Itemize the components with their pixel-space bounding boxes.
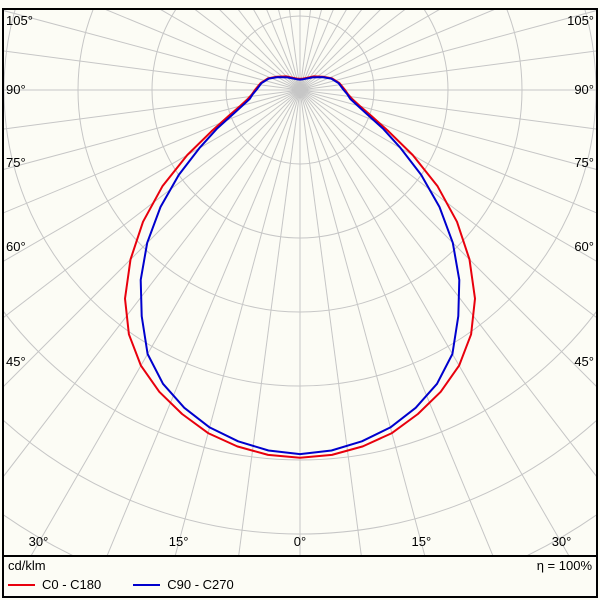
angle-label: 90° bbox=[574, 82, 594, 97]
grid-ray bbox=[4, 89, 301, 130]
angle-label: 45° bbox=[6, 354, 26, 369]
grid-ray bbox=[106, 89, 301, 555]
curve-c90-c270 bbox=[139, 76, 461, 456]
angle-label: 0° bbox=[294, 534, 306, 549]
grid-ray bbox=[299, 50, 596, 91]
grid-ray bbox=[299, 10, 495, 91]
grid-ray bbox=[299, 89, 362, 555]
grid-ray bbox=[299, 89, 596, 214]
grid-ray bbox=[299, 10, 406, 91]
grid-ray bbox=[299, 89, 596, 262]
grid-ray bbox=[4, 10, 301, 91]
grid-ray bbox=[299, 89, 494, 555]
angle-label: 45° bbox=[574, 354, 594, 369]
angle-label: 105° bbox=[6, 13, 33, 28]
grid-ray bbox=[299, 89, 570, 555]
grid-ray bbox=[174, 89, 301, 555]
grid-ray bbox=[299, 89, 596, 318]
grid-ray bbox=[160, 10, 301, 91]
legend-swatch-c0-c180-icon bbox=[8, 583, 35, 586]
angle-label: 30° bbox=[552, 534, 572, 549]
units-label: cd/klm bbox=[8, 558, 46, 573]
grid-ray bbox=[299, 89, 596, 130]
grid-ray bbox=[299, 10, 440, 91]
grid-ray bbox=[238, 89, 301, 555]
grid-ray bbox=[299, 89, 596, 170]
grid-ray bbox=[299, 89, 426, 555]
grid-ray bbox=[299, 89, 596, 387]
grid-ray bbox=[4, 89, 301, 262]
grid-ray bbox=[105, 10, 301, 91]
grid-ray bbox=[4, 89, 301, 387]
angle-label: 15° bbox=[412, 534, 432, 549]
angle-label: 105° bbox=[567, 13, 594, 28]
chart-frame bbox=[2, 8, 598, 598]
angle-label: 30° bbox=[29, 534, 49, 549]
grid-ray bbox=[219, 10, 301, 91]
grid-ray bbox=[4, 89, 301, 318]
grid-ray bbox=[4, 89, 301, 170]
grid-ray bbox=[4, 89, 301, 477]
angle-label: 15° bbox=[169, 534, 189, 549]
grid-ray bbox=[30, 89, 301, 555]
angle-label: 60° bbox=[6, 239, 26, 254]
grid-ray bbox=[4, 89, 301, 214]
grid-ray bbox=[194, 10, 301, 91]
legend-item-c0-c180: C0 - C180 bbox=[8, 577, 101, 592]
legend-swatch-c90-c270-icon bbox=[133, 583, 161, 586]
angle-label: 75° bbox=[6, 155, 26, 170]
efficiency-label: η = 100% bbox=[536, 558, 592, 573]
legend-item-c90-c270: C90 - C270 bbox=[133, 577, 234, 592]
grid-ray bbox=[299, 89, 596, 477]
grid-ray bbox=[299, 10, 381, 91]
angle-label: 90° bbox=[6, 82, 26, 97]
angle-label: 75° bbox=[574, 155, 594, 170]
angle-label: 60° bbox=[574, 239, 594, 254]
grid-ray bbox=[299, 10, 596, 91]
legend-label-c0-c180: C0 - C180 bbox=[42, 577, 102, 592]
legend: cd/klm η = 100% C0 - C180 C90 - C270 bbox=[8, 558, 592, 596]
grid-ray bbox=[4, 50, 301, 91]
legend-label-c90-c270: C90 - C270 bbox=[167, 577, 234, 592]
